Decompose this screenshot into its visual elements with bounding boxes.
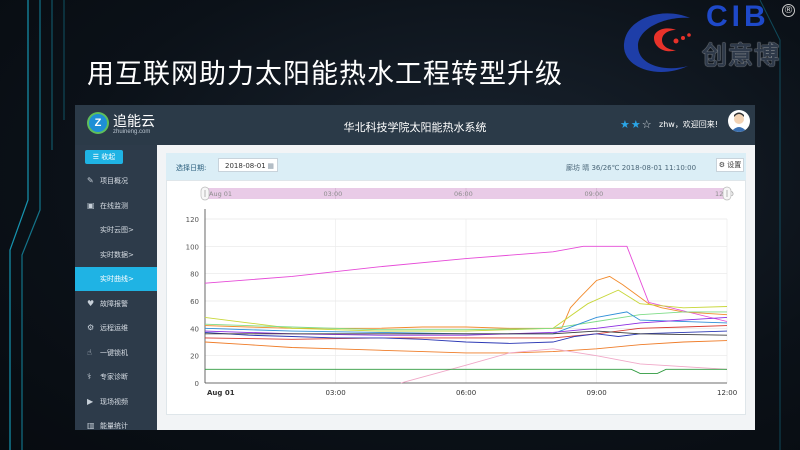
sidebar-item-label: 能量统计 [100,422,128,430]
sidebar-item[interactable]: ✎ 项目概况 [75,169,157,193]
sidebar-item-label: 实时曲线> [100,275,134,283]
sidebar-item-label: 在线监测 [100,201,128,210]
brand-url: zhuineng.com [113,129,151,135]
gears-icon: ⚙ [87,323,95,332]
avatar-icon [731,112,747,132]
navigator-tick-label: 09:00 [585,190,604,198]
sidebar-item-label: 一键锁机 [100,348,128,357]
x-tick-label: 09:00 [587,389,607,397]
top-bar: Z 追能云 zhuineng.com 华北科技学院太阳能热水系统 ★★☆ zhw… [75,105,755,145]
x-tick-label: 06:00 [456,389,476,397]
sidebar-item-label: 实时云图> [100,226,134,234]
x-tick-label: 03:00 [326,389,346,397]
user-avatar[interactable] [728,110,750,132]
x-tick-label: Aug 01 [207,389,235,397]
main-content: 选择日期: 2018-08-01 ▦ 廊坊 晴 36/26℃ 2018-08-0… [157,145,755,430]
hand-icon: ☝ [87,347,92,357]
y-tick-label: 20 [190,353,199,361]
video-icon: ▶ [87,396,94,406]
brand-z-icon: Z [89,114,107,132]
series-line [204,340,728,354]
sidebar-item-label: 远程运维 [100,324,128,332]
chart-panel: Aug 01 03:00 06:00 09:00 12:00 0 20 40 60 80 100 12… [166,180,746,415]
sidebar-item-label: 现场视频 [100,397,128,406]
sidebar-item[interactable]: ⚙ 远程运维 [75,316,157,340]
sidebar-item-label: 项目概况 [100,177,128,185]
bar-chart-icon: ▥ [87,421,95,430]
logo-mark-icon [623,13,691,72]
series-line [205,330,728,336]
sidebar-item[interactable]: ☝ 一键锁机 [75,341,157,365]
brand-logo[interactable]: Z 追能云 zhuineng.com [83,108,167,142]
y-tick-label: 0 [195,380,199,388]
y-tick-label: 120 [186,216,199,224]
y-tick-label: 100 [186,243,199,251]
system-title: 华北科技学院太阳能热水系统 [343,121,487,134]
series-line [204,311,727,331]
series-line [204,245,728,322]
series-line [205,368,727,374]
series-line [204,330,728,344]
y-tick-label: 40 [190,325,199,333]
series-line [204,316,728,336]
sidebar: ☰ 收起 ✎ 项目概况 ▣ 在线监测实时云图> 实时数据> 实时曲线> ♥ 故障报警 ⚙ 远程运维… [75,145,157,430]
rating-stars: ★★☆ [620,118,653,131]
weather-status: 廊坊 晴 36/26℃ 2018-08-01 11:10:00 [566,164,697,172]
sidebar-item-label: 故障报警 [100,299,128,308]
sidebar-item[interactable]: 实时数据> [75,243,157,267]
user-doctor-icon: ⚕ [87,372,92,381]
sidebar-item-label: 专家诊断 [100,373,128,381]
sidebar-item-label: 实时数据> [100,250,134,259]
y-tick-label: 60 [190,298,199,306]
navigator-tick-label: 03:00 [324,190,343,198]
sidebar-item[interactable]: 实时云图> [75,218,157,242]
slide-title: 用互联网助力太阳能热水工程转型升级 [87,59,563,90]
series-line [204,311,728,335]
star-filled-icon: ★ [620,118,631,131]
series-line [400,348,728,384]
navigator-tick-label: 06:00 [454,190,473,198]
filter-bar: 选择日期: 2018-08-01 ▦ 廊坊 晴 36/26℃ 2018-08-0… [166,153,746,180]
realtime-line-chart[interactable]: Aug 01 03:00 06:00 09:00 12:00 0 20 40 60 80 100 12… [167,181,747,416]
cib-logo: CIB 创意博 ® [618,0,798,82]
date-value: 2018-08-01 [225,162,266,170]
sidebar-item[interactable]: ▣ 在线监测 [75,194,157,218]
sidebar-item[interactable]: ♥ 故障报警 [75,292,157,316]
app-window: Z 追能云 zhuineng.com 华北科技学院太阳能热水系统 ★★☆ zhw… [75,105,755,430]
welcome-text: zhw，欢迎回来! [659,120,719,129]
sidebar-item[interactable]: ▥ 能量统计 [75,414,157,430]
calendar-icon[interactable]: ▦ [267,162,274,170]
sidebar-item[interactable]: ▶ 现场视频 [75,390,157,414]
sidebar-item[interactable]: ⚕ 专家诊断 [75,365,157,389]
heart-icon: ♥ [87,298,95,308]
navigator-tick-label: Aug 01 [209,190,232,198]
x-tick-label: 12:00 [717,389,737,397]
date-input[interactable]: 2018-08-01 ▦ [218,158,278,172]
image-icon: ▣ [87,200,95,210]
series-line [204,325,728,340]
registered-mark: ® [782,4,795,17]
sidebar-item[interactable]: 实时曲线> [75,267,157,291]
edit-icon: ✎ [87,176,94,185]
logo-latin-text: CIB [706,0,770,33]
collapse-button[interactable]: ☰ 收起 [85,150,123,164]
date-label: 选择日期: [176,164,207,172]
brand-name: 追能云 [113,114,155,130]
star-filled-icon: ★ [630,118,642,131]
star-empty-icon: ☆ [641,118,653,131]
logo-chinese-text: 创意博 [702,41,781,70]
y-tick-label: 80 [190,271,199,279]
settings-button[interactable]: ⚙ 设置 [716,158,744,172]
